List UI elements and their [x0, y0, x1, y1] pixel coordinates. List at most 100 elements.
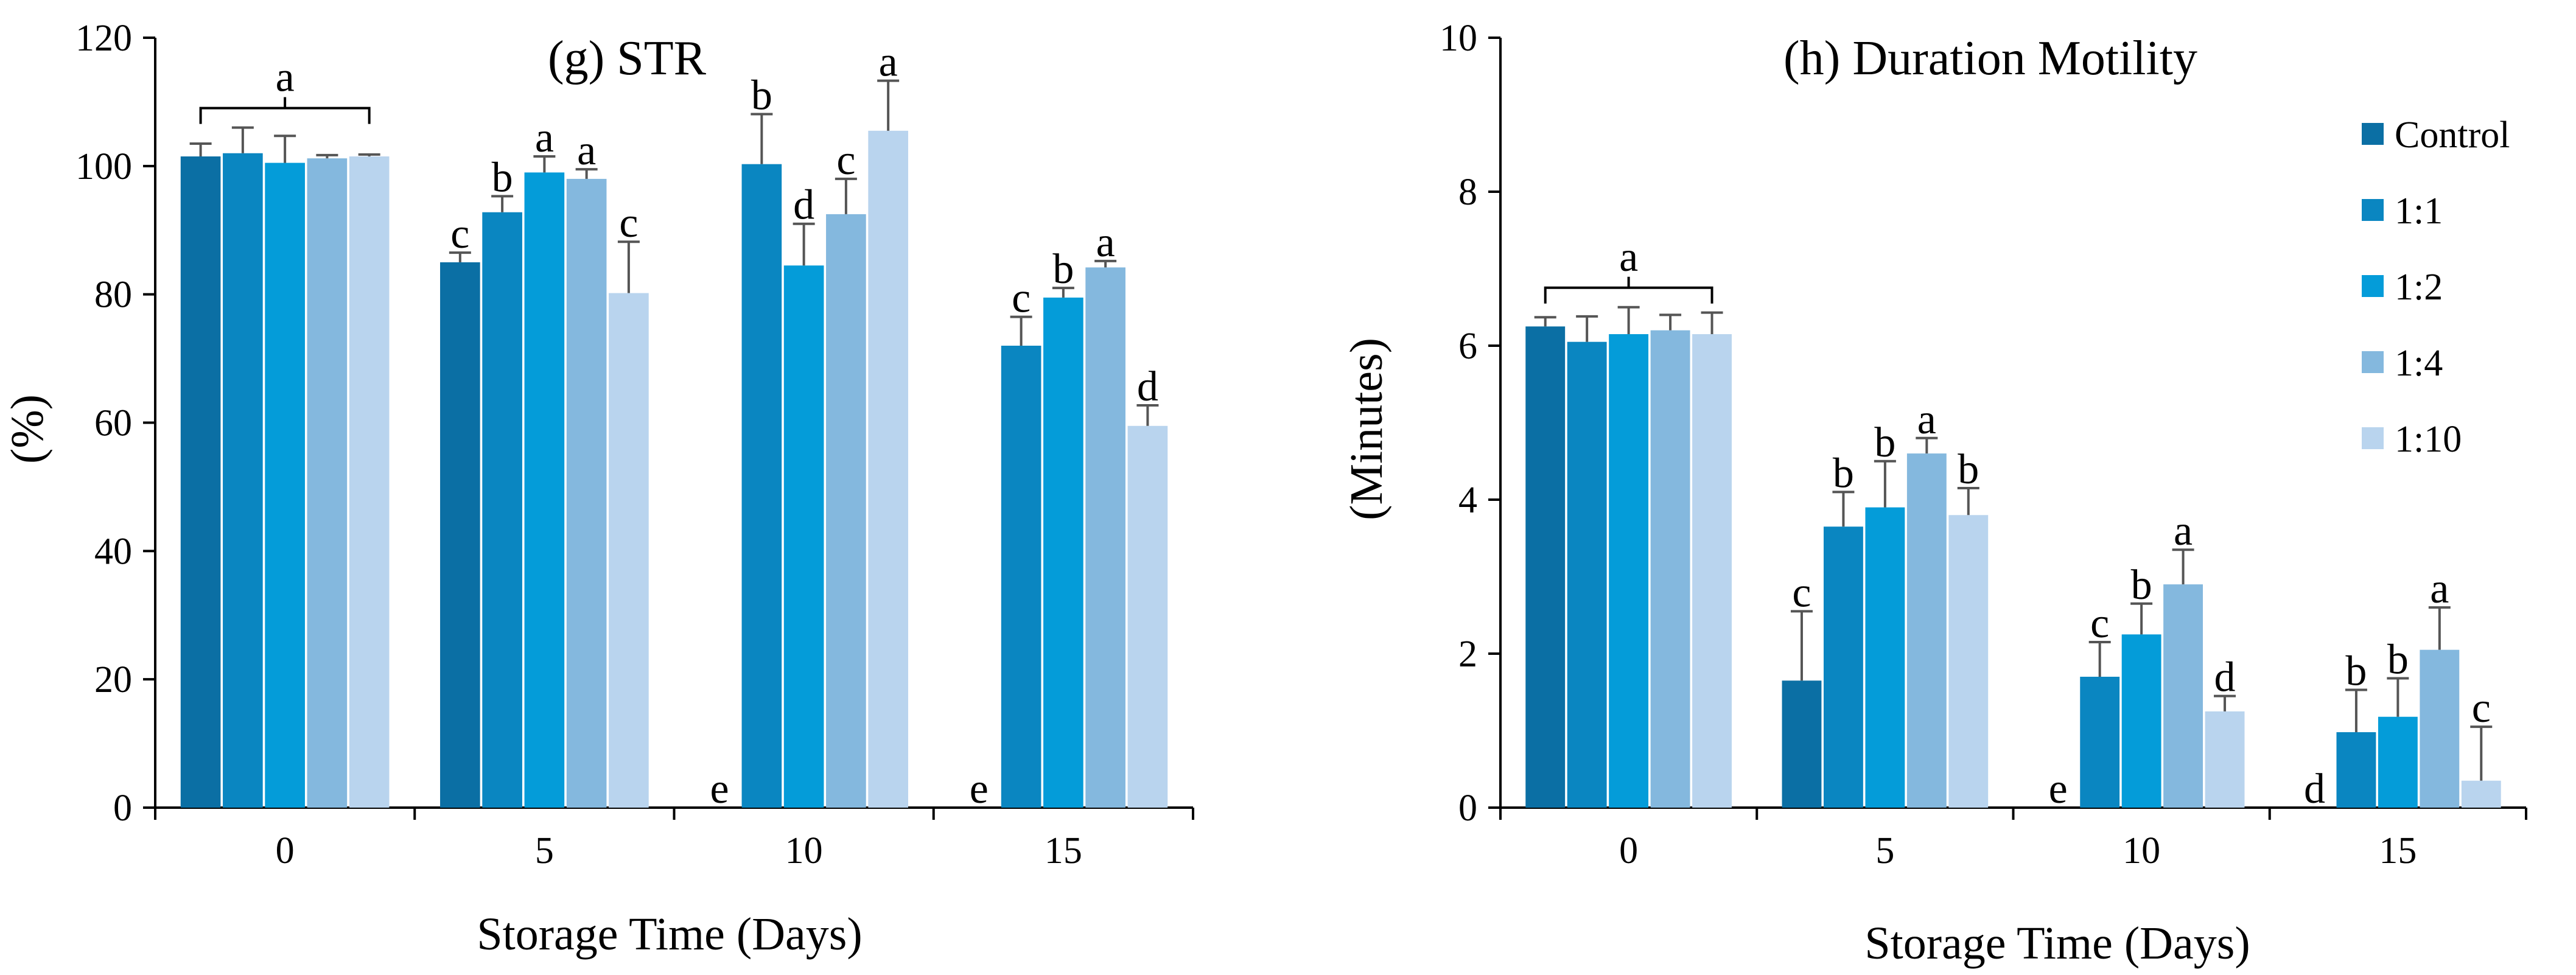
- significance-label: c: [2090, 600, 2109, 647]
- significance-label: c: [619, 200, 638, 246]
- y-tick-label: 0: [1458, 788, 1477, 829]
- legend-label: 1:4: [2395, 343, 2443, 384]
- bar: [1782, 680, 1822, 808]
- significance-label: a: [577, 127, 596, 174]
- significance-label: b: [2345, 648, 2367, 694]
- bar: [2420, 649, 2460, 808]
- y-tick-label: 4: [1458, 480, 1477, 521]
- y-axis-title: (Minutes): [1341, 338, 1392, 520]
- legend-label: 1:2: [2395, 267, 2443, 308]
- bar: [180, 156, 221, 808]
- bar: [1823, 526, 1863, 808]
- bar: [1609, 334, 1649, 808]
- significance-label: a: [2174, 508, 2193, 554]
- bar: [566, 178, 607, 808]
- significance-label: c: [1792, 569, 1811, 616]
- legend-label: 1:10: [2395, 419, 2462, 460]
- significance-label: b: [1833, 450, 1854, 497]
- significance-label: b: [2387, 636, 2409, 683]
- bar: [826, 214, 866, 808]
- significance-label: b: [1958, 446, 1979, 493]
- bar: [223, 153, 263, 808]
- y-axis-title: (%): [2, 394, 53, 464]
- bar: [2461, 780, 2501, 808]
- significance-label: a: [1917, 396, 1936, 443]
- legend-label: 1:1: [2395, 190, 2443, 232]
- significance-label: b: [751, 72, 772, 119]
- bar: [783, 265, 824, 808]
- bar: [741, 164, 782, 808]
- legend-swatch: [2362, 123, 2384, 145]
- bar: [1567, 341, 1607, 808]
- legend-swatch: [2362, 275, 2384, 297]
- bar: [307, 158, 348, 808]
- bar: [2205, 711, 2245, 808]
- significance-label: d: [793, 182, 814, 229]
- significance-label: d: [1137, 363, 1158, 410]
- significance-label: b: [2131, 562, 2152, 609]
- significance-label: a: [879, 39, 898, 86]
- x-tick-label: 5: [1875, 830, 1894, 872]
- bar: [1085, 267, 1125, 808]
- significance-label: d: [2304, 766, 2325, 813]
- significance-label: d: [2214, 654, 2236, 701]
- significance-label: b: [1874, 419, 1895, 466]
- y-tick-label: 80: [94, 274, 132, 316]
- bar: [868, 130, 908, 808]
- significance-label: a: [2430, 565, 2449, 612]
- significance-label: e: [970, 766, 989, 813]
- legend: Control 1:1 1:2 1:4 1:10: [2362, 114, 2510, 460]
- legend-swatch: [2362, 199, 2384, 221]
- significance-label: b: [492, 154, 513, 201]
- legend-swatch: [2362, 351, 2384, 373]
- bar: [2121, 634, 2161, 808]
- y-tick-label: 40: [94, 531, 132, 572]
- significance-label: e: [710, 766, 729, 813]
- significance-label: c: [2472, 685, 2491, 732]
- y-tick-label: 100: [75, 146, 132, 187]
- bar: [440, 262, 480, 808]
- y-tick-label: 10: [1440, 18, 1477, 59]
- y-tick-label: 2: [1458, 634, 1477, 675]
- significance-label: a: [276, 54, 295, 101]
- x-tick-label: 10: [785, 830, 823, 872]
- bar: [482, 212, 522, 808]
- x-axis-title: Storage Time (Days): [477, 909, 862, 960]
- significance-bracket: [1544, 286, 1713, 304]
- x-tick-label: 5: [535, 830, 554, 872]
- y-tick-label: 120: [75, 18, 132, 59]
- x-tick-label: 15: [2379, 830, 2417, 872]
- bar: [609, 293, 649, 808]
- chart-str: (g) STR (%) Storage Time (Days) 0 20 40 60 8…: [2, 18, 1194, 960]
- bar: [1650, 330, 1690, 808]
- x-axis-title: Storage Time (Days): [1864, 918, 2250, 969]
- legend-label: Control: [2395, 114, 2510, 156]
- significance-label: b: [1052, 246, 1074, 293]
- bar: [1001, 346, 1041, 808]
- chart-duration-motility: (h) Duration Motility (Minutes) Storage …: [1341, 18, 2527, 969]
- bar: [2080, 676, 2120, 808]
- x-tick-label: 0: [1619, 830, 1638, 872]
- significance-label: a: [535, 114, 554, 161]
- bar: [1692, 334, 1732, 808]
- significance-label: c: [450, 211, 469, 257]
- y-tick-label: 0: [113, 788, 132, 829]
- bar: [2163, 584, 2203, 808]
- x-tick-label: 15: [1045, 830, 1082, 872]
- bar: [1865, 507, 1905, 808]
- bar: [1948, 515, 1989, 808]
- bar: [1127, 425, 1168, 808]
- bar: [2336, 732, 2376, 808]
- bar: [1525, 326, 1566, 808]
- significance-bracket: [199, 107, 371, 124]
- y-tick-label: 60: [94, 403, 132, 444]
- x-tick-label: 0: [276, 830, 295, 872]
- bar: [1043, 297, 1083, 808]
- y-tick-label: 20: [94, 659, 132, 701]
- x-tick-label: 10: [2123, 830, 2160, 872]
- significance-label: a: [1096, 219, 1115, 266]
- significance-label: c: [836, 137, 855, 184]
